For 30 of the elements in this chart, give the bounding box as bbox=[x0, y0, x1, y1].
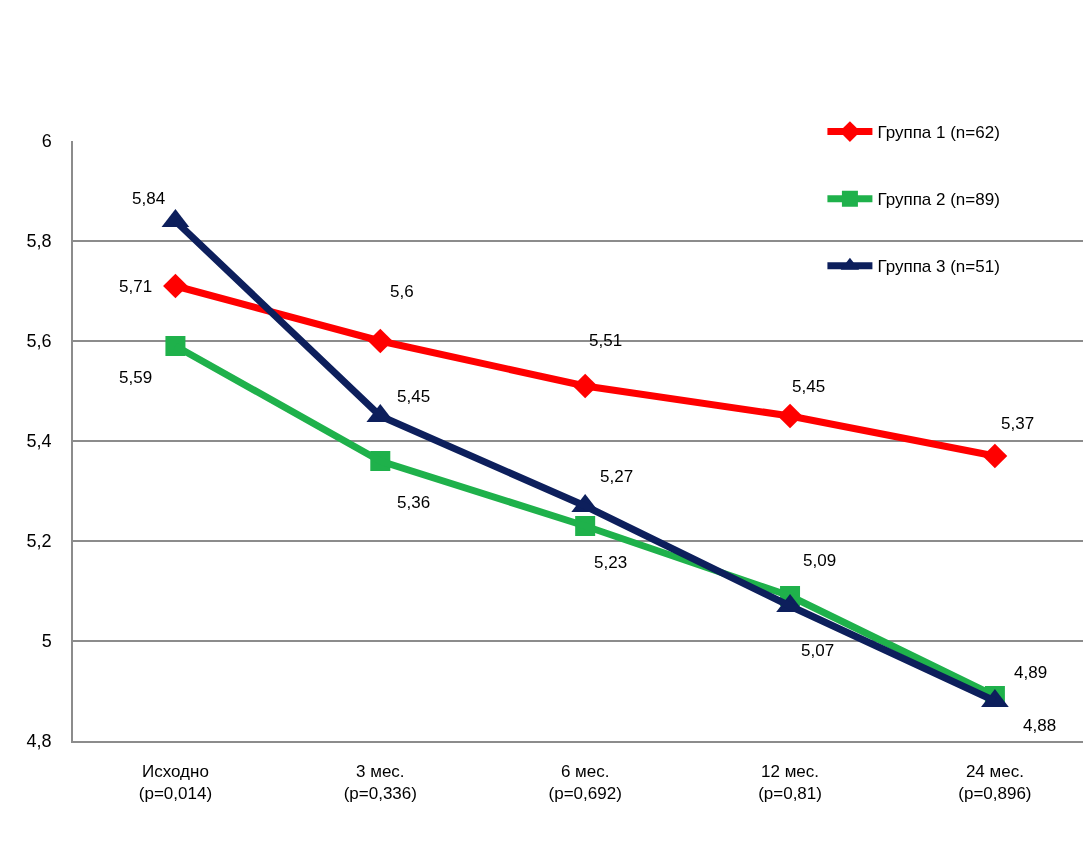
x-tick-label: 12 мес. (p=0,81) bbox=[758, 762, 822, 804]
y-tick-label: 5,8 bbox=[26, 231, 52, 252]
data-label: 5,71 bbox=[119, 277, 153, 296]
legend-label: Группа 3 (n=51) bbox=[877, 257, 1000, 277]
data-label: 5,59 bbox=[119, 368, 153, 387]
data-label: 5,37 bbox=[1001, 414, 1035, 433]
x-tick-label: 3 мес. (p=0,336) bbox=[343, 762, 417, 804]
y-tick-label: 5,2 bbox=[26, 531, 52, 552]
data-label: 5,45 bbox=[397, 387, 431, 406]
data-label: 5,23 bbox=[594, 553, 628, 572]
data-label: 4,89 bbox=[1014, 663, 1048, 682]
data-label: 5,36 bbox=[397, 493, 431, 512]
data-label: 5,84 bbox=[132, 189, 166, 208]
x-tick-label: Исходно (p=0,014) bbox=[138, 762, 213, 804]
y-tick-label: 5,4 bbox=[26, 431, 52, 452]
data-label: 5,27 bbox=[600, 467, 634, 486]
legend-label: Группа 1 (n=62) bbox=[877, 123, 1000, 143]
data-label: 5,51 bbox=[589, 331, 623, 350]
data-label: 5,09 bbox=[803, 551, 837, 570]
y-tick-label: 5,6 bbox=[26, 331, 52, 352]
data-label: 5,07 bbox=[801, 641, 835, 660]
data-label: 5,6 bbox=[390, 282, 414, 301]
y-tick-label: 5 bbox=[41, 631, 52, 652]
x-tick-label: 24 мес. (p=0,896) bbox=[958, 762, 1032, 804]
legend-label: Группа 2 (n=89) bbox=[877, 190, 1000, 210]
y-tick-label: 6 bbox=[41, 131, 52, 152]
data-label: 4,88 bbox=[1023, 716, 1057, 735]
x-tick-label: 6 мес. (p=0,692) bbox=[548, 762, 622, 804]
y-tick-label: 4,8 bbox=[26, 731, 52, 752]
data-label: 5,45 bbox=[792, 377, 826, 396]
